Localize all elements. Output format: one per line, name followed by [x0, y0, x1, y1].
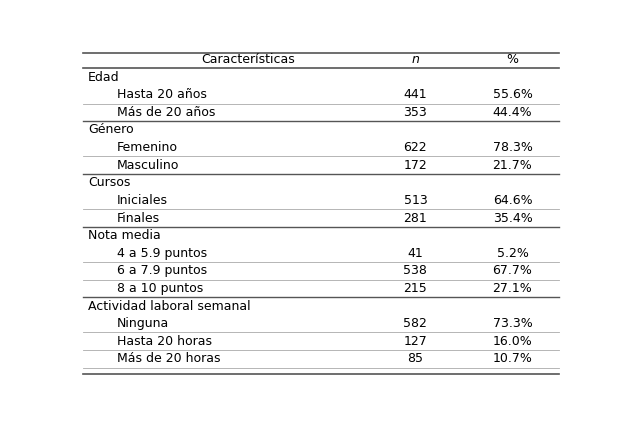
Text: Hasta 20 horas: Hasta 20 horas — [117, 335, 212, 348]
Text: 353: 353 — [404, 106, 428, 119]
Text: Hasta 20 años: Hasta 20 años — [117, 88, 207, 101]
Text: 64.6%: 64.6% — [493, 194, 532, 207]
Text: Masculino: Masculino — [117, 159, 180, 172]
Text: 10.7%: 10.7% — [493, 352, 532, 365]
Text: Iniciales: Iniciales — [117, 194, 168, 207]
Text: 582: 582 — [404, 317, 428, 330]
Text: Más de 20 años: Más de 20 años — [117, 106, 215, 119]
Text: Género: Género — [88, 124, 133, 137]
Text: 16.0%: 16.0% — [493, 335, 532, 348]
Text: Femenino: Femenino — [117, 141, 178, 154]
Text: 8 a 10 puntos: 8 a 10 puntos — [117, 282, 203, 295]
Text: 44.4%: 44.4% — [493, 106, 532, 119]
Text: 172: 172 — [404, 159, 428, 172]
Text: 85: 85 — [408, 352, 423, 365]
Text: 215: 215 — [404, 282, 428, 295]
Text: 4 a 5.9 puntos: 4 a 5.9 puntos — [117, 247, 207, 260]
Text: 21.7%: 21.7% — [493, 159, 532, 172]
Text: 55.6%: 55.6% — [493, 88, 532, 101]
Text: Ninguna: Ninguna — [117, 317, 169, 330]
Text: Finales: Finales — [117, 212, 160, 225]
Text: 127: 127 — [404, 335, 428, 348]
Text: 6 a 7.9 puntos: 6 a 7.9 puntos — [117, 264, 207, 277]
Text: 27.1%: 27.1% — [493, 282, 532, 295]
Text: 281: 281 — [404, 212, 428, 225]
Text: 441: 441 — [404, 88, 427, 101]
Text: 5.2%: 5.2% — [496, 247, 528, 260]
Text: Características: Características — [201, 53, 295, 66]
Text: Nota media: Nota media — [88, 229, 161, 242]
Text: %: % — [506, 53, 518, 66]
Text: n: n — [411, 53, 419, 66]
Text: Edad: Edad — [88, 71, 120, 84]
Text: 35.4%: 35.4% — [493, 212, 532, 225]
Text: 67.7%: 67.7% — [493, 264, 532, 277]
Text: 73.3%: 73.3% — [493, 317, 532, 330]
Text: Más de 20 horas: Más de 20 horas — [117, 352, 220, 365]
Text: Actividad laboral semanal: Actividad laboral semanal — [88, 299, 250, 313]
Text: 78.3%: 78.3% — [493, 141, 532, 154]
Text: 538: 538 — [404, 264, 428, 277]
Text: 513: 513 — [404, 194, 428, 207]
Text: 622: 622 — [404, 141, 427, 154]
Text: Cursos: Cursos — [88, 176, 130, 190]
Text: 41: 41 — [408, 247, 423, 260]
